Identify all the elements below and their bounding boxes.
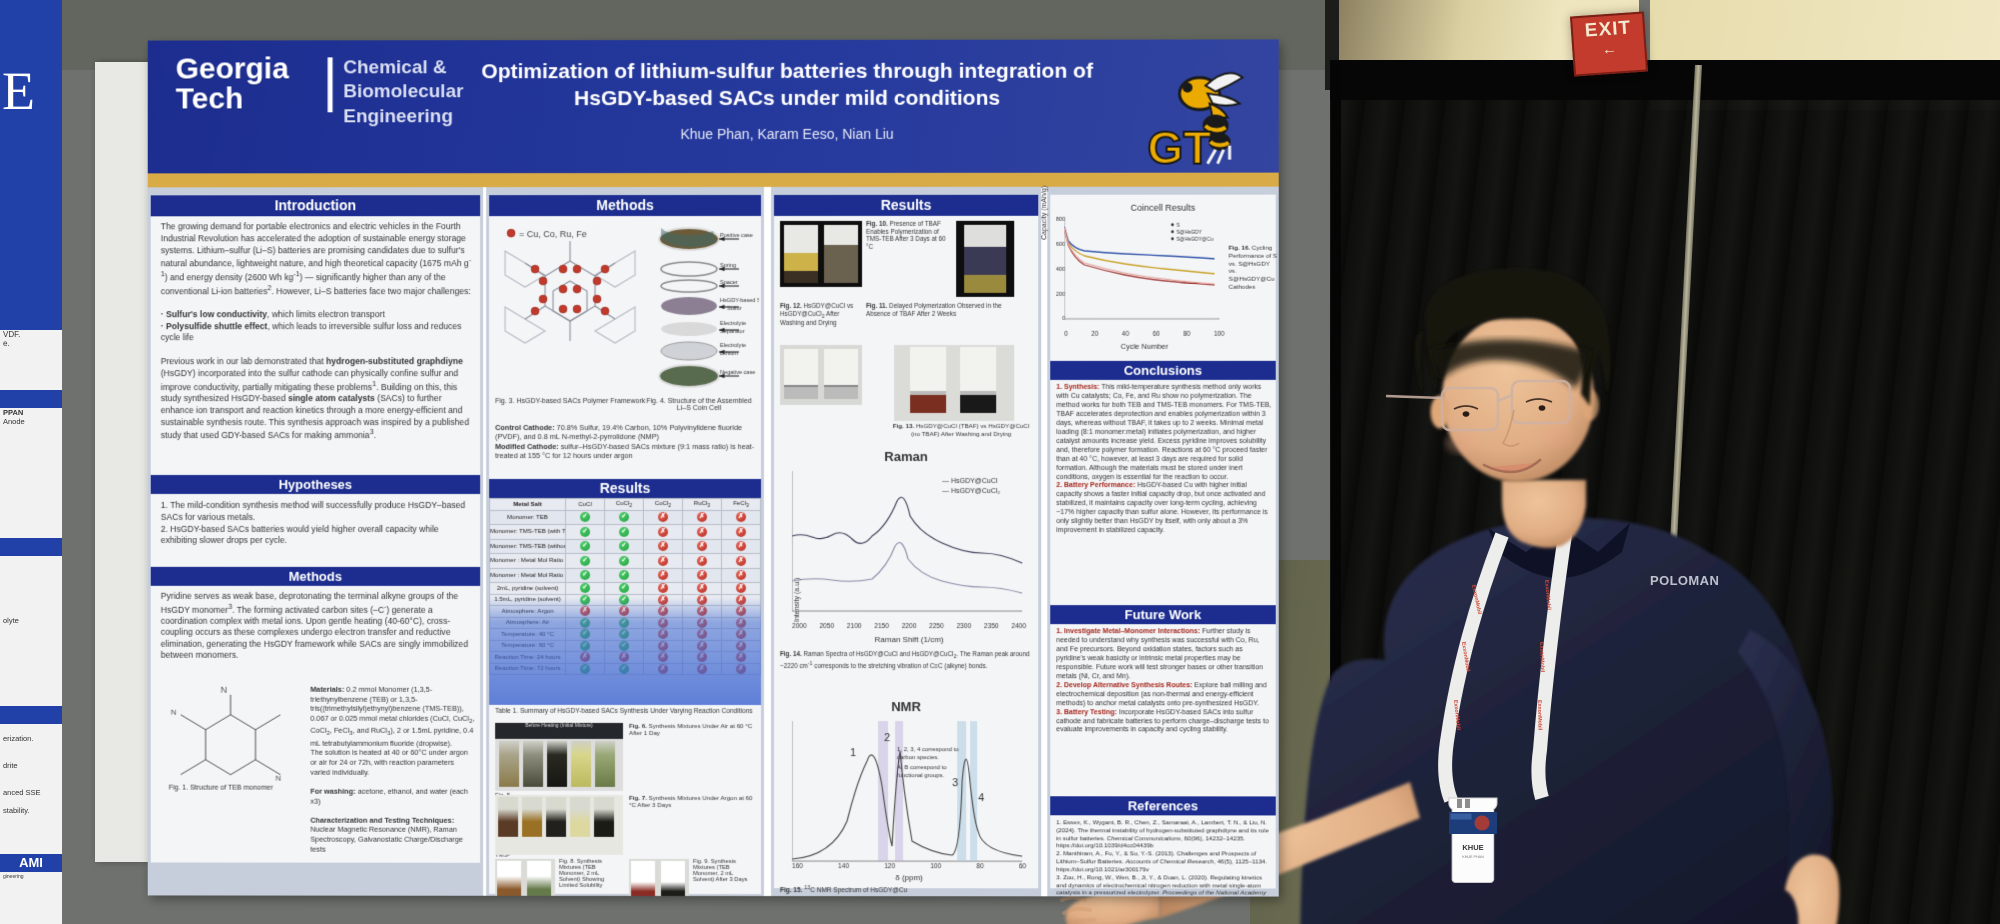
svg-text:POLOMAN: POLOMAN [1650,573,1719,588]
svg-text:HsGDY-based SACs: HsGDY-based SACs [720,298,759,304]
svg-text:3: 3 [952,777,958,789]
svg-text:S@HsGDY: S@HsGDY [1176,230,1202,236]
svg-text:S@HsGDY@Cu: S@HsGDY@Cu [1176,237,1213,243]
svg-text:Positive case: Positive case [720,233,753,239]
svg-text:— HsGDY@CuCl₂: — HsGDY@CuCl₂ [942,488,1000,495]
svg-text:N: N [275,774,281,783]
svg-text:Negative case: Negative case [720,370,755,376]
svg-text:GT: GT [1147,122,1211,168]
svg-text:2: 2 [884,732,890,744]
svg-text:Lithium: Lithium [720,351,738,357]
svg-text:1: 1 [850,747,856,759]
svg-text:ExxonMobil: ExxonMobil [1536,700,1543,731]
svg-text:KHUE PHAN: KHUE PHAN [1462,855,1484,859]
svg-text:Electrolyte: Electrolyte [720,321,746,327]
svg-text:= Cu, Co, Ru, Fe: = Cu, Co, Ru, Fe [519,229,587,239]
svg-text:Spacer: Spacer [720,280,738,286]
svg-text:4: 4 [978,792,984,804]
svg-text:— HsGDY@CuCl: — HsGDY@CuCl [942,478,998,485]
svg-text:A, B correspond to: A, B correspond to [897,765,947,771]
svg-text:S: S [1176,223,1180,229]
svg-text:1, 2, 3, 4 correspond to: 1, 2, 3, 4 correspond to [897,747,959,753]
svg-text:ExxonMobil: ExxonMobil [1538,642,1545,673]
svg-text:Spring: Spring [720,263,736,269]
svg-text:Sulfur: Sulfur [727,306,742,312]
svg-text:Separator: Separator [720,329,745,335]
svg-text:KHUE: KHUE [1462,843,1483,852]
svg-text:N: N [221,685,227,695]
svg-text:Electrolyte: Electrolyte [720,343,746,349]
svg-text:N: N [171,708,177,717]
svg-text:functional groups.: functional groups. [897,773,945,779]
svg-text:carbon species.: carbon species. [897,755,939,761]
